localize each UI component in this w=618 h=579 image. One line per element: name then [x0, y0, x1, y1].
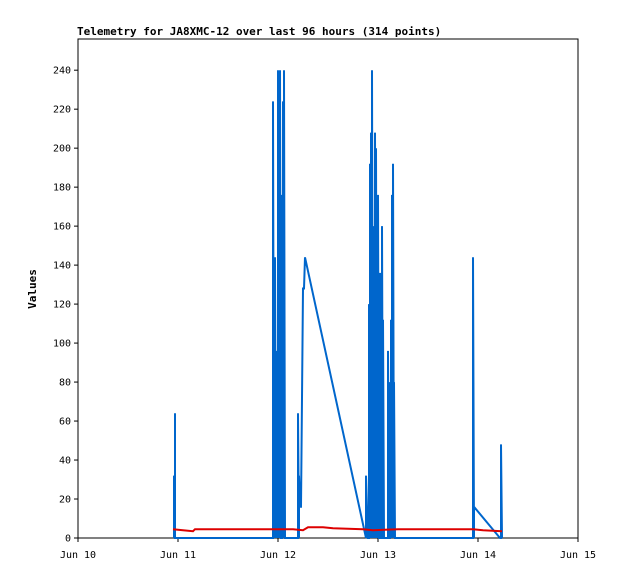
x-tick-label: Jun 13: [360, 550, 396, 561]
y-tick-label: 40: [59, 456, 71, 467]
plot-area-frame: [77, 38, 579, 539]
y-tick-label: 200: [53, 144, 71, 155]
y-tick-label: 240: [53, 66, 71, 77]
y-tick-label: 120: [53, 300, 71, 311]
x-tick-label: Jun 11: [160, 550, 196, 561]
x-axis-ticks: Jun 10 Jun 11 Jun 12 Jun 13 Jun 14 Jun 15: [60, 538, 596, 561]
y-tick-label: 140: [53, 261, 71, 272]
x-tick-label: Jun 12: [260, 550, 296, 561]
y-axis-ticks: 0 20 40 60 80 100 120 140 160 180 200 220 240: [53, 66, 78, 545]
chart-title: Telemetry for JA8XMC-12 over last 96 hou…: [77, 25, 441, 38]
x-tick-label: Jun 15: [560, 550, 596, 561]
y-tick-label: 60: [59, 417, 71, 428]
series-line-1: [173, 70, 503, 539]
x-tick-label: Jun 14: [460, 550, 496, 561]
y-tick-label: 20: [59, 495, 71, 506]
y-tick-label: 160: [53, 222, 71, 233]
series-layer: [172, 70, 503, 539]
y-tick-label: 100: [53, 339, 71, 350]
y-axis-label: Values: [26, 269, 39, 309]
y-tick-label: 0: [65, 534, 71, 545]
y-tick-label: 220: [53, 105, 71, 116]
y-tick-label: 80: [59, 378, 71, 389]
series-line-2: [172, 526, 503, 533]
y-tick-label: 180: [53, 183, 71, 194]
x-tick-label: Jun 10: [60, 550, 96, 561]
